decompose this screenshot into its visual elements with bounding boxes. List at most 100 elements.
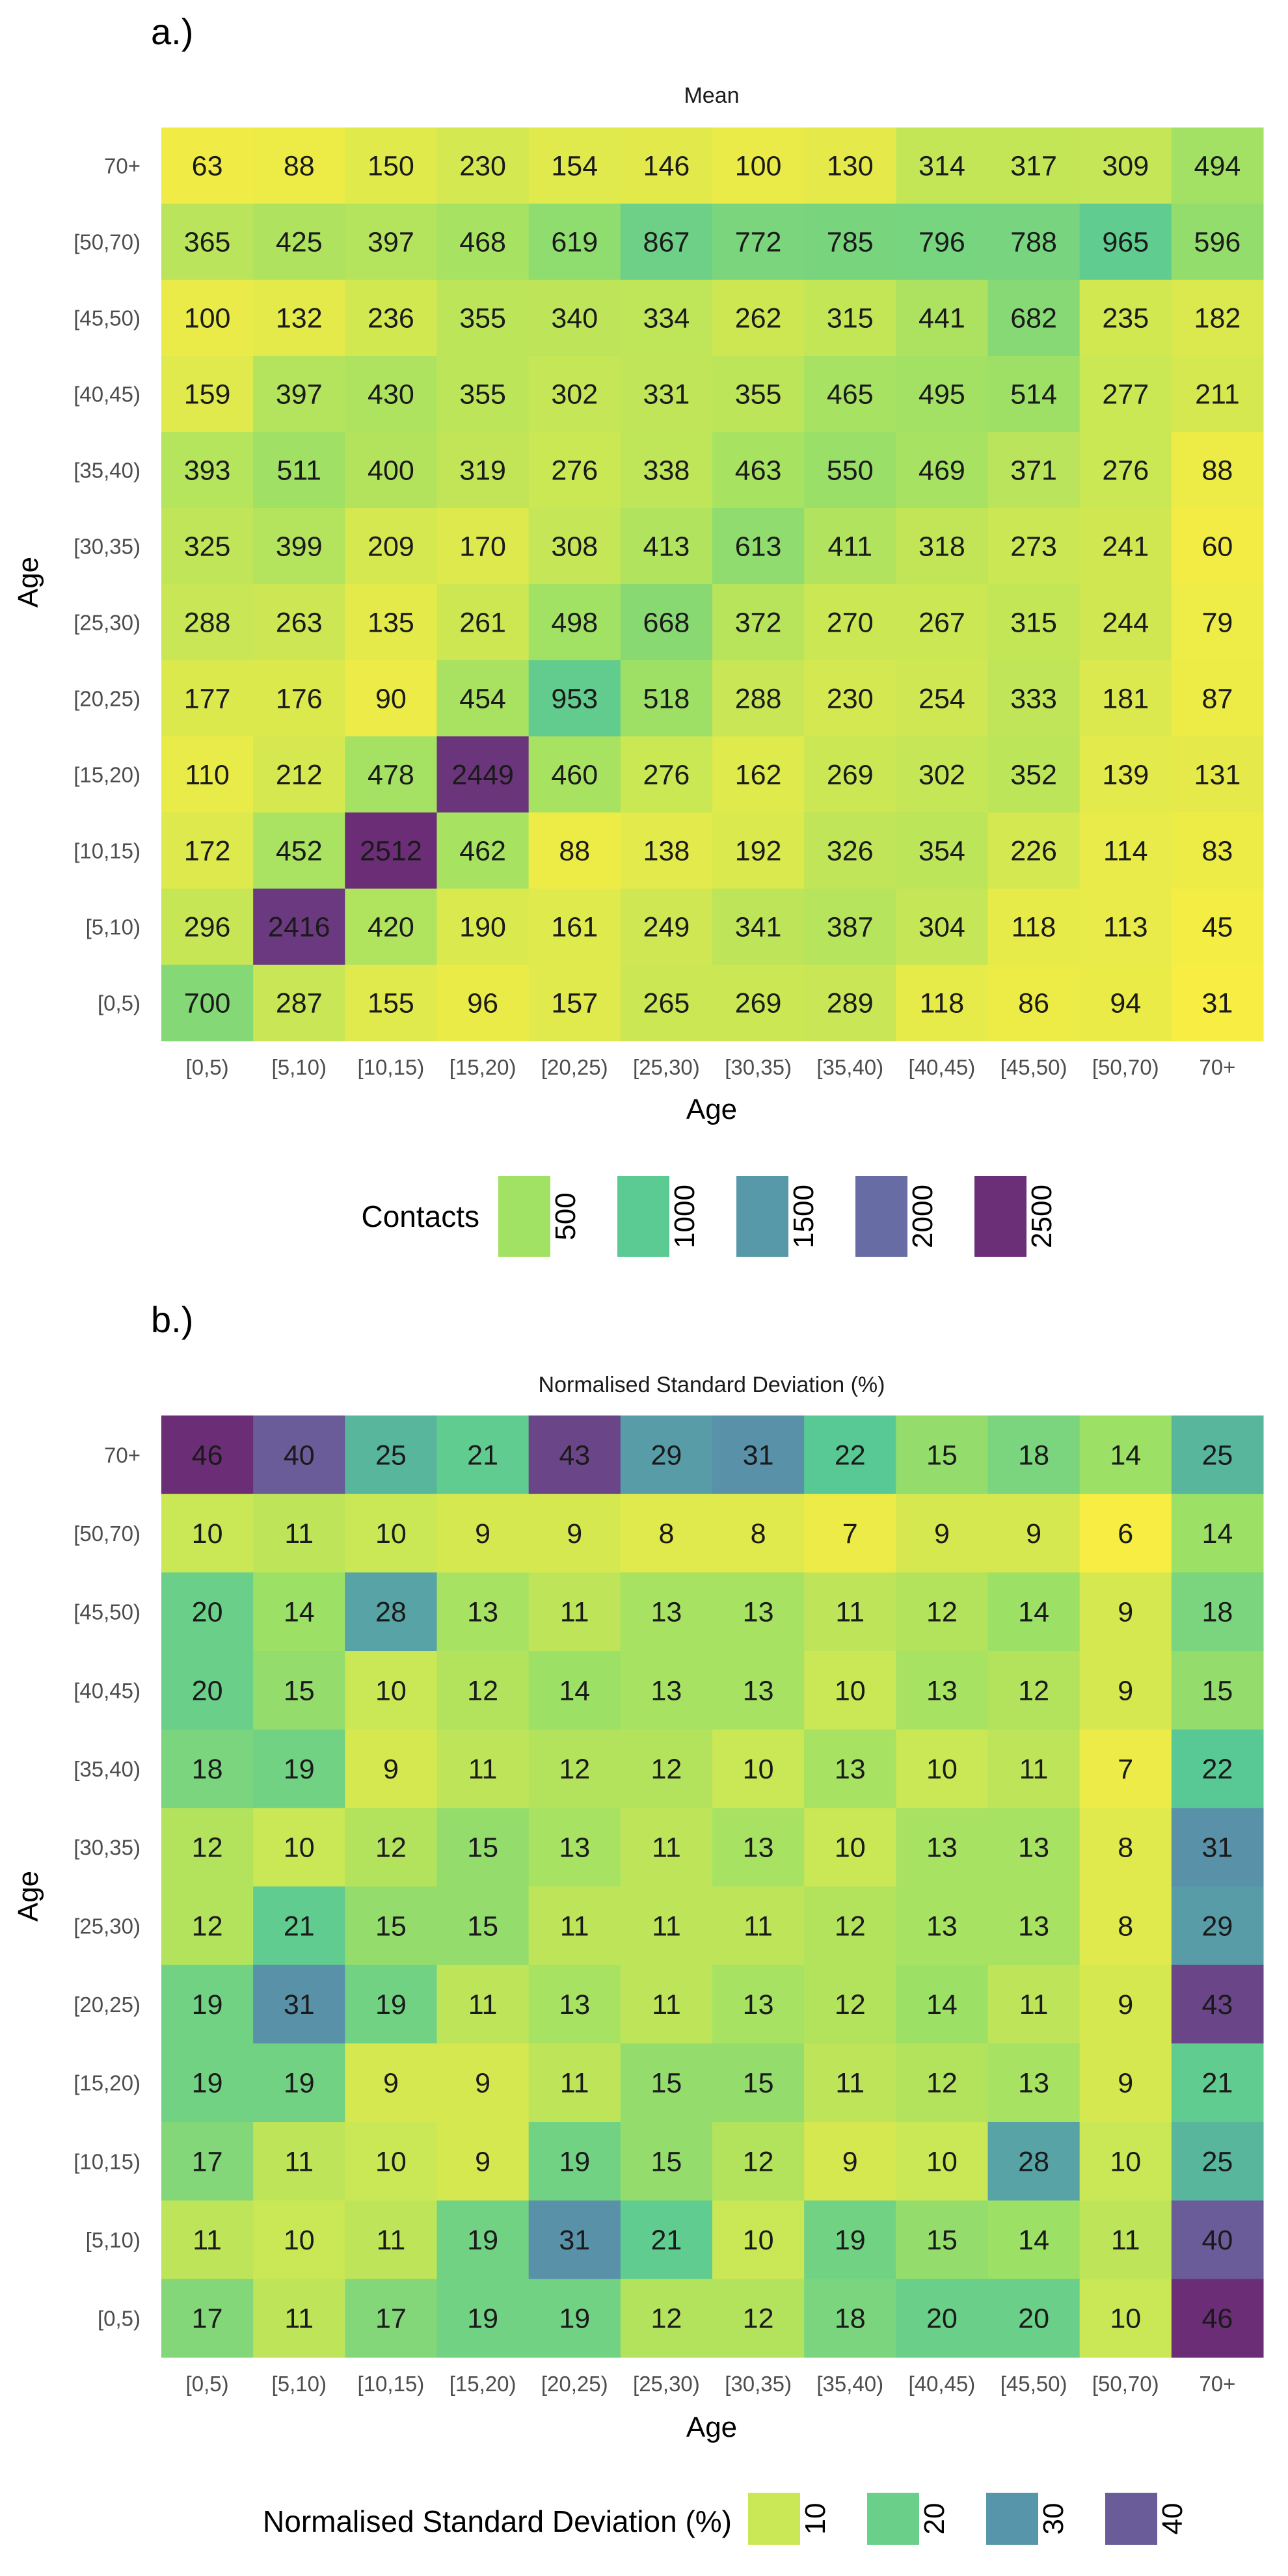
panel-a-cell-r0-c2 <box>345 127 437 204</box>
panel-b-cell-label-r7-c0: 19 <box>192 1989 223 2020</box>
panel-b-cell-r5-c2 <box>345 1808 437 1887</box>
panel-b-x-tick-label: [0,5) <box>186 2372 229 2396</box>
panel-b-cell-label-r3-c6: 13 <box>743 1675 774 1706</box>
panel-a-cell-r3-c3 <box>436 356 530 433</box>
panel-a-cell-r7-c2 <box>345 660 437 737</box>
panel-a-cell-label-r7-c2: 90 <box>375 684 407 715</box>
panel-a-cell-r0-c6 <box>712 127 805 204</box>
panel-b-cell-label-r2-c9: 14 <box>1018 1597 1049 1628</box>
panel-b-x-tick-label: [30,35) <box>725 2372 792 2396</box>
panel-b-cell-label-r5-c1: 10 <box>284 1832 315 1864</box>
panel-a-cell-r0-c11 <box>1171 127 1264 204</box>
panel-b-cell-r6-c1 <box>253 1886 345 1966</box>
panel-b-cell-label-r9-c10: 10 <box>1110 2146 1141 2177</box>
panel-a-cell-label-r9-c4: 88 <box>559 836 590 867</box>
panel-b-cell-r2-c5 <box>620 1572 713 1652</box>
panel-a-cell-r11-c9 <box>987 965 1080 1041</box>
panel-b-cell-label-r5-c5: 11 <box>652 1832 681 1864</box>
panel-a-y-axis-title: Age <box>12 557 44 608</box>
panel-a-cell-label-r9-c10: 114 <box>1103 836 1148 867</box>
panel-b-cell-r1-c7 <box>804 1494 896 1573</box>
panel-b-cell-r9-c2 <box>345 2122 437 2201</box>
panel-b-cell-label-r0-c10: 14 <box>1110 1440 1141 1471</box>
panel-b-cell-r8-c11 <box>1171 2043 1264 2123</box>
panel-b-cell-label-r11-c10: 10 <box>1110 2303 1141 2335</box>
panel-b-cell-label-r1-c6: 8 <box>751 1518 766 1550</box>
panel-a-cell-label-r7-c5: 518 <box>643 684 690 715</box>
panel-b-x-tick-label: [50,70) <box>1092 2372 1159 2396</box>
panel-a-cell-r1-c5 <box>620 204 713 280</box>
panel-b-cell-label-r0-c11: 25 <box>1201 1440 1233 1471</box>
panel-b-cell-r0-c11 <box>1171 1415 1264 1495</box>
panel-b-cell-r6-c2 <box>345 1886 437 1966</box>
panel-b-cell-r1-c10 <box>1079 1494 1172 1573</box>
panel-b-cell-r7-c6 <box>712 1965 805 2044</box>
panel-a-cell-r11-c4 <box>528 965 621 1041</box>
panel-b-cell-label-r8-c11: 21 <box>1201 2068 1233 2099</box>
panel-b-cell-label-r4-c3: 11 <box>468 1754 498 1785</box>
panel-a-cell-r9-c4 <box>528 812 621 889</box>
panel-a-cell-r3-c0 <box>161 356 254 433</box>
panel-a-cell-r9-c10 <box>1079 812 1172 889</box>
panel-b-cell-label-r7-c2: 19 <box>375 1989 407 2020</box>
panel-a-cell-label-r2-c3: 355 <box>459 303 506 334</box>
panel-b-legend-label: 20 <box>919 2503 950 2535</box>
panel-b-x-tick-label: 70+ <box>1199 2372 1235 2396</box>
panel-b-cell-r3-c7 <box>804 1651 896 1730</box>
panel-a-cell-label-r3-c6: 355 <box>735 379 782 410</box>
panel-b-cell-label-r6-c4: 11 <box>560 1911 589 1942</box>
panel-a-y-tick-label: [50,70) <box>74 230 141 254</box>
panel-b-cell-label-r2-c7: 11 <box>835 1597 865 1628</box>
panel-a-cell-label-r3-c0: 159 <box>184 379 231 410</box>
panel-a-cell-label-r8-c9: 352 <box>1010 760 1057 791</box>
panel-a-legend-label: 2000 <box>907 1185 939 1248</box>
panel-a-cell-r1-c10 <box>1079 204 1172 280</box>
panel-a-cell-label-r11-c2: 155 <box>368 988 414 1019</box>
panel-b-cell-label-r8-c4: 11 <box>560 2068 589 2099</box>
panel-b-cell-r0-c8 <box>896 1415 988 1495</box>
panel-a-x-tick-label: [20,25) <box>541 1055 608 1079</box>
panel-a-cell-r7-c6 <box>712 660 805 737</box>
panel-a-x-tick-label: [10,15) <box>358 1055 425 1079</box>
panel-a-cell-label-r0-c3: 230 <box>459 151 506 182</box>
panel-b-cell-label-r9-c2: 10 <box>375 2146 407 2177</box>
panel-b-y-tick-label: [40,45) <box>74 1678 141 1702</box>
panel-a-cell-label-r1-c3: 468 <box>459 227 506 258</box>
panel-b-cell-r7-c10 <box>1079 1965 1172 2044</box>
panel-a-cell-r11-c5 <box>620 965 713 1041</box>
panel-b-cell-label-r11-c11: 46 <box>1201 2303 1233 2335</box>
panel-a-cell-label-r10-c1: 2416 <box>268 912 330 943</box>
panel-a-y-tick-label: [35,40) <box>74 459 141 483</box>
panel-b-cell-label-r5-c7: 10 <box>835 1832 866 1864</box>
panel-b-cell-label-r3-c5: 13 <box>651 1675 682 1706</box>
panel-b-cell-r8-c10 <box>1079 2043 1172 2123</box>
panel-a-cell-label-r7-c3: 454 <box>459 684 506 715</box>
panel-a-cell-r8-c10 <box>1079 736 1172 813</box>
panel-b-cell-label-r6-c11: 29 <box>1201 1911 1233 1942</box>
panel-a-cell-label-r10-c2: 420 <box>368 912 414 943</box>
panel-a-cell-label-r8-c4: 460 <box>551 760 598 791</box>
panel-a-cell-r0-c8 <box>896 127 988 204</box>
panel-b-cell-label-r4-c10: 7 <box>1118 1754 1133 1785</box>
panel-a-cell-label-r4-c3: 319 <box>459 455 506 487</box>
panel-a-y-tick-label: [10,15) <box>74 839 141 863</box>
panel-a-cell-label-r10-c8: 304 <box>919 912 965 943</box>
panel-a-cell-label-r10-c9: 118 <box>1012 912 1056 943</box>
panel-a-cell-r5-c11 <box>1171 508 1264 585</box>
panel-a-cell-r10-c11 <box>1171 889 1264 965</box>
panel-a-cell-label-r6-c9: 315 <box>1010 608 1057 639</box>
panel-b-cell-label-r7-c3: 11 <box>468 1989 498 2020</box>
panel-b-cell-r9-c5 <box>620 2122 713 2201</box>
panel-a-cell-label-r9-c11: 83 <box>1201 836 1233 867</box>
panel-a-cell-label-r3-c5: 331 <box>643 379 690 410</box>
panel-b-cell-r4-c1 <box>253 1729 345 1808</box>
panel-a-cell-r8-c11 <box>1171 736 1264 813</box>
panel-a-cell-r9-c5 <box>620 812 713 889</box>
panel-a-y-tick-label: [20,25) <box>74 687 141 711</box>
panel-b-cell-label-r5-c2: 12 <box>375 1832 407 1864</box>
panel-b-cell-r8-c2 <box>345 2043 437 2123</box>
panel-a-cell-r1-c0 <box>161 204 254 280</box>
panel-b-y-tick-label: [30,35) <box>74 1836 141 1860</box>
panel-a-cell-r5-c8 <box>896 508 988 585</box>
